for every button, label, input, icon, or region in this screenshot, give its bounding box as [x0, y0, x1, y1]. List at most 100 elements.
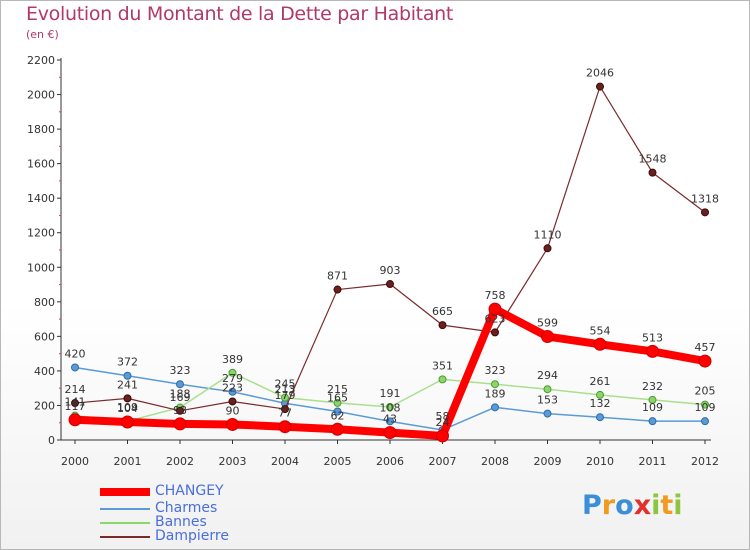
- data-point-dampierre: [543, 244, 552, 253]
- data-label-charmes: 58: [436, 410, 450, 423]
- chart-title: Evolution du Montant de la Dette par Hab…: [26, 3, 454, 25]
- y-tick-label: 0: [48, 434, 55, 447]
- data-point-charmes: [596, 413, 604, 422]
- data-label-charmes: 108: [380, 401, 401, 414]
- data-label-charmes: 372: [117, 356, 138, 369]
- y-tick-label: 1600: [27, 158, 55, 171]
- data-label-changey: 599: [537, 317, 558, 330]
- legend-label-charmes: Charmes: [155, 500, 218, 516]
- data-label-dampierre: 241: [117, 378, 138, 391]
- data-label-charmes: 132: [590, 397, 611, 410]
- y-tick-label: 1200: [27, 227, 55, 240]
- data-point-changey: [646, 344, 659, 358]
- data-label-changey: 104: [117, 402, 138, 415]
- x-tick-label: 2012: [691, 455, 719, 468]
- y-tick-label: 1800: [27, 123, 55, 136]
- data-point-dampierre: [333, 285, 342, 294]
- data-label-charmes: 153: [537, 394, 558, 407]
- data-label-charmes: 189: [485, 387, 506, 400]
- data-point-bannes: [596, 390, 604, 399]
- legend-swatch-dampierre: [100, 536, 150, 538]
- data-point-charmes: [701, 417, 709, 426]
- data-point-changey: [173, 417, 187, 431]
- x-tick-label: 2003: [219, 455, 247, 468]
- x-tick-label: 2001: [114, 455, 142, 468]
- x-tick-label: 2000: [61, 455, 89, 468]
- y-tick-label: 200: [34, 399, 55, 412]
- data-label-changey: 62: [331, 409, 345, 422]
- data-label-dampierre: 169: [170, 391, 191, 404]
- data-label-changey: 457: [695, 341, 716, 354]
- legend-swatch-changey: [100, 488, 150, 496]
- data-label-bannes: 323: [485, 364, 506, 377]
- data-label-charmes: 213: [275, 383, 296, 396]
- data-point-charmes: [123, 371, 132, 380]
- data-point-charmes: [71, 363, 79, 372]
- data-label-bannes: 188: [170, 388, 191, 401]
- data-label-dampierre: 665: [432, 305, 453, 318]
- y-tick-label: 1400: [27, 192, 55, 205]
- data-label-bannes: 245: [275, 378, 296, 391]
- data-point-dampierre: [228, 397, 237, 406]
- data-point-bannes: [648, 395, 657, 404]
- data-label-charmes: 109: [695, 401, 716, 414]
- y-tick-label: 2200: [27, 54, 55, 67]
- x-tick-label: 2010: [586, 455, 614, 468]
- y-tick-label: 800: [34, 296, 55, 309]
- x-tick-label: 2008: [481, 455, 509, 468]
- x-tick-label: 2007: [429, 455, 457, 468]
- data-point-charmes: [386, 417, 394, 426]
- data-label-charmes: 323: [170, 364, 191, 377]
- data-label-bannes: 109: [117, 401, 138, 414]
- data-point-changey: [278, 420, 292, 434]
- x-tick-label: 2004: [271, 455, 299, 468]
- data-point-changey: [121, 415, 134, 429]
- proxiti-logo: Proxiti: [582, 490, 683, 521]
- data-point-charmes: [543, 409, 552, 418]
- data-label-dampierre: 179: [275, 389, 296, 402]
- data-point-dampierre: [123, 394, 132, 403]
- data-label-bannes: 141: [65, 396, 86, 409]
- data-point-charmes: [648, 417, 657, 426]
- data-point-changey: [593, 337, 607, 351]
- x-tick-label: 2002: [166, 455, 194, 468]
- series-line-dampierre: [74, 85, 706, 412]
- x-tick-label: 2011: [639, 455, 667, 468]
- data-label-changey: 24: [436, 416, 450, 429]
- data-label-dampierre: 1318: [691, 192, 719, 205]
- x-tick-label: 2005: [324, 455, 352, 468]
- data-label-changey: 513: [642, 331, 663, 344]
- data-point-bannes: [386, 403, 394, 412]
- data-point-charmes: [176, 380, 184, 389]
- data-point-charmes: [491, 403, 499, 412]
- x-tick-label: 2006: [376, 455, 404, 468]
- data-point-bannes: [228, 368, 237, 377]
- data-label-changey: 758: [485, 289, 506, 302]
- data-label-dampierre: 903: [380, 264, 401, 277]
- data-point-bannes: [491, 380, 499, 389]
- chart-subtitle: (en €): [26, 28, 59, 41]
- data-point-changey: [436, 429, 449, 443]
- data-label-dampierre: 871: [327, 270, 348, 283]
- legend-label-bannes: Bannes: [155, 514, 207, 530]
- data-point-changey: [331, 422, 344, 436]
- legend-item-changey: CHANGEY: [100, 483, 300, 499]
- data-label-bannes: 389: [222, 353, 243, 366]
- data-label-dampierre: 2046: [586, 67, 614, 80]
- data-label-changey: 117: [65, 400, 86, 413]
- y-tick-label: 2000: [27, 89, 55, 102]
- data-label-bannes: 351: [432, 359, 453, 372]
- data-label-dampierre: 1548: [639, 153, 667, 166]
- data-point-bannes: [281, 393, 289, 402]
- data-point-bannes: [701, 400, 709, 409]
- data-label-charmes: 109: [642, 401, 663, 414]
- data-point-dampierre: [176, 406, 184, 415]
- data-label-bannes: 215: [327, 383, 348, 396]
- data-label-bannes: 294: [537, 369, 558, 382]
- data-point-changey: [383, 426, 397, 440]
- legend-swatch-charmes: [100, 508, 150, 510]
- data-label-bannes: 232: [642, 380, 663, 393]
- data-point-dampierre: [386, 280, 394, 289]
